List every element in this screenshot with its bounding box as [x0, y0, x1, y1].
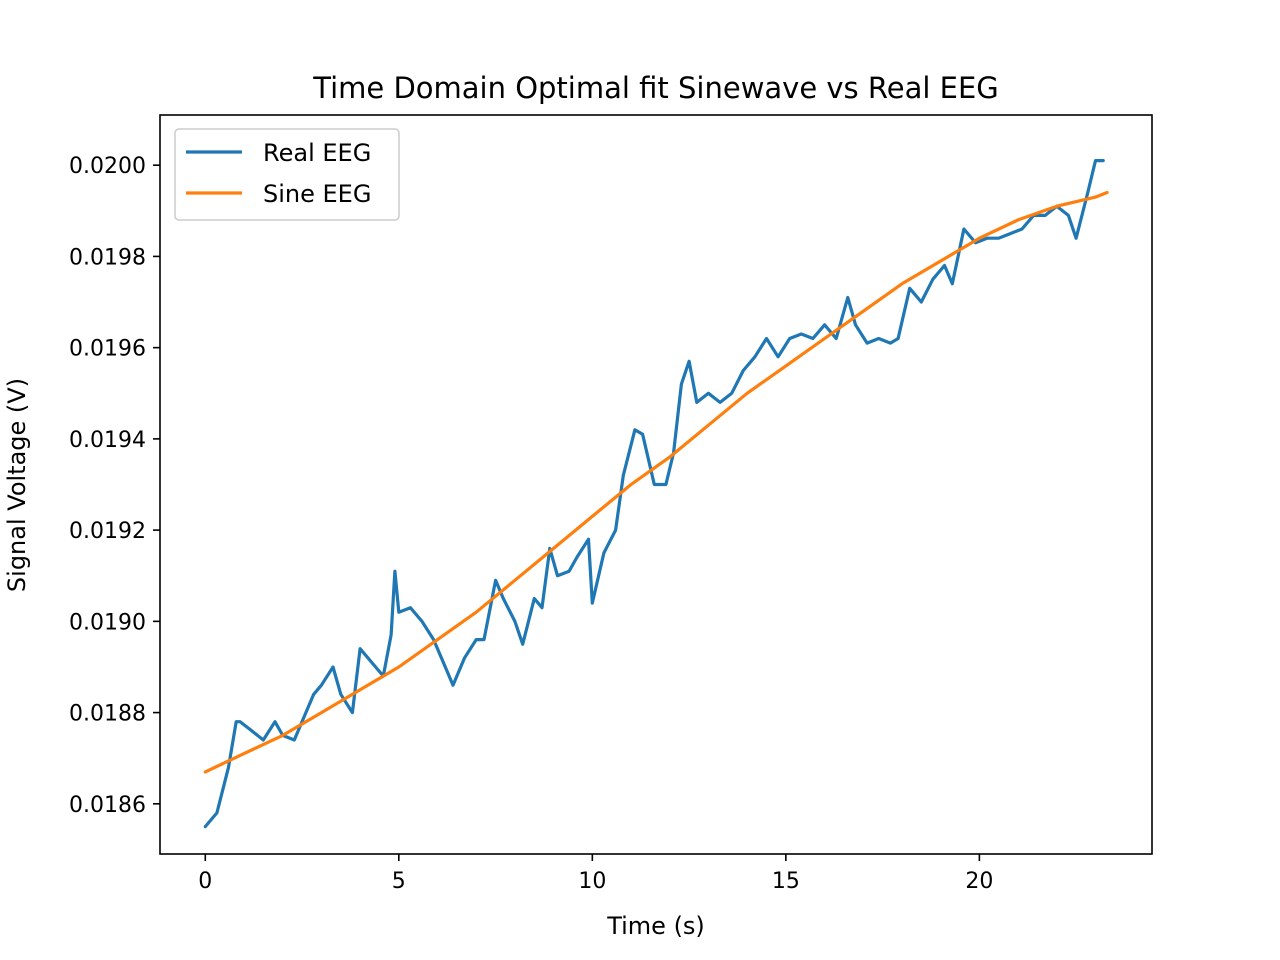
y-tick-label: 0.0186 — [69, 793, 146, 818]
y-tick-label: 0.0188 — [69, 702, 146, 727]
y-axis-label: Signal Voltage (V) — [3, 378, 31, 592]
plot-frame — [159, 114, 1153, 855]
legend-label: Real EEG — [263, 139, 371, 167]
y-tick-label: 0.0190 — [69, 610, 146, 635]
x-tick-label: 10 — [578, 869, 606, 894]
x-axis: 0 5 10 15 20 — [198, 854, 993, 894]
x-axis-label: Time (s) — [606, 912, 705, 940]
y-tick-label: 0.0200 — [69, 154, 146, 179]
x-tick-label: 0 — [198, 869, 212, 894]
series-layer — [203, 159, 1109, 829]
y-tick-label: 0.0196 — [69, 337, 146, 362]
y-tick-label: 0.0192 — [69, 519, 146, 544]
legend-label: Sine EEG — [263, 180, 371, 208]
legend: Real EEG Sine EEG — [174, 128, 400, 221]
y-tick-label: 0.0194 — [69, 428, 146, 453]
series-line-sine-eeg — [203, 190, 1109, 774]
y-tick-label: 0.0198 — [69, 245, 146, 270]
x-tick-label: 5 — [392, 869, 406, 894]
x-tick-label: 20 — [965, 869, 993, 894]
y-axis: 0.0186 0.0188 0.0190 0.0192 0.0194 0.0196 0.01… — [69, 154, 160, 818]
chart-title: Time Domain Optimal fit Sinewave vs Real… — [312, 71, 999, 105]
x-tick-label: 15 — [772, 869, 800, 894]
series-line-real-eeg — [203, 159, 1105, 829]
